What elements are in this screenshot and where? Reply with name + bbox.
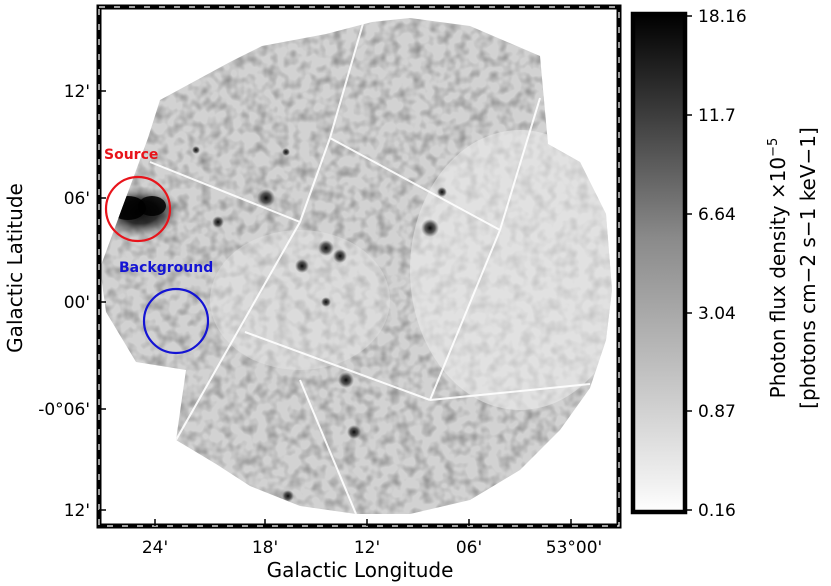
tick-marks [99,90,572,526]
y-tick-label: 12' [64,82,90,102]
y-tick-labels: 12' 06' 00' -0°06' 12' [38,82,90,521]
sky-image [97,7,621,528]
background-label: Background [119,260,213,276]
colorbar-label-line1: Photon flux density ×10−5 [766,138,790,399]
y-tick-label: 00' [64,293,90,313]
colorbar-label-line2: [photons cm−2 s−1 keV−1] [796,127,820,409]
y-axis-title: Galactic Latitude [3,183,27,353]
x-axis-title: Galactic Longitude [267,558,454,582]
x-tick-label: 53°00' [546,538,602,558]
source-label: Source [104,147,158,163]
colorbar-tick-label: 0.87 [698,402,736,422]
x-tick-label: 24' [142,538,168,558]
colorbar-tick-label: 0.16 [698,501,736,521]
x-tick-label: 18' [252,538,278,558]
x-tick-label: 06' [456,538,482,558]
colorbar-label: Photon flux density ×10−5 [photons cm−2 … [766,127,820,409]
x-tick-label: 12' [354,538,380,558]
axes-frame [96,4,622,529]
colorbar-tick-label: 3.04 [698,304,736,324]
colorbar-tick-label: 11.7 [698,106,736,126]
colorbar: 18.16 11.7 6.64 3.04 0.87 0.16 [630,7,747,521]
source-region: Source [104,147,172,243]
colorbar-tick-label: 18.16 [698,7,747,27]
y-tick-label: 06' [64,189,90,209]
y-tick-label: 12' [64,501,90,521]
colorbar-tick-label: 6.64 [698,205,736,225]
background-region: Background [119,260,213,355]
x-tick-labels: 24' 18' 12' 06' 53°00' [142,538,602,558]
y-tick-label: -0°06' [38,400,90,420]
